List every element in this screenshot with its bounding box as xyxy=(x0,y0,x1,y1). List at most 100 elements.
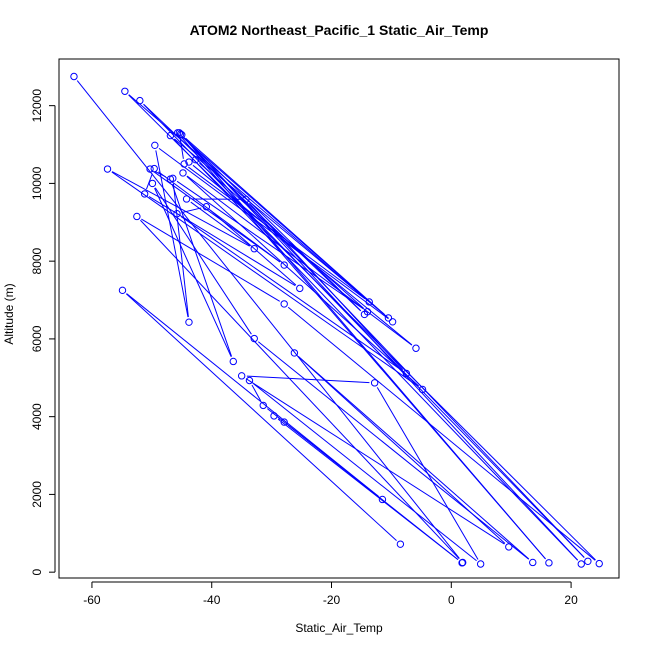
data-point xyxy=(237,372,246,380)
plot-frame xyxy=(58,58,620,579)
y-tick-label: 2000 xyxy=(30,481,44,508)
data-point xyxy=(191,155,200,164)
data-point xyxy=(136,96,144,105)
data-point xyxy=(140,190,149,198)
series-segment xyxy=(179,137,184,159)
data-point xyxy=(121,87,129,95)
series-segment xyxy=(277,418,459,561)
y-tick-label: 0 xyxy=(30,569,44,576)
series-segment xyxy=(190,201,251,247)
chart-title: ATOM2 Northeast_Pacific_1 Static_Air_Tem… xyxy=(190,22,489,38)
data-point xyxy=(173,129,182,137)
y-tick-label: 6000 xyxy=(30,325,44,352)
series-segment xyxy=(186,176,420,387)
series-segment xyxy=(172,183,189,318)
y-axis-label: Altitude (m) xyxy=(2,283,16,344)
series-segment xyxy=(111,171,419,387)
data-point xyxy=(118,286,127,295)
data-point xyxy=(173,210,181,218)
series-segment xyxy=(192,164,413,346)
x-tick-label: 20 xyxy=(564,593,578,607)
series-segment xyxy=(249,202,404,371)
data-point xyxy=(476,560,485,568)
series-segment xyxy=(158,148,389,320)
data-point xyxy=(185,318,193,326)
series-segment xyxy=(171,183,233,357)
data-point xyxy=(388,318,397,326)
series-segment xyxy=(278,418,281,420)
data-point xyxy=(545,559,553,567)
series-segment xyxy=(176,180,364,310)
series-segment xyxy=(251,384,262,402)
data-point xyxy=(280,300,288,308)
series-segment xyxy=(245,378,505,545)
data-point xyxy=(259,401,267,410)
x-tick-label: -40 xyxy=(203,593,221,607)
series-segment xyxy=(125,293,397,542)
data-point xyxy=(418,385,427,394)
data-point xyxy=(250,334,258,343)
data-point xyxy=(270,412,278,420)
series-segment xyxy=(155,150,189,318)
x-tick-label: -60 xyxy=(83,593,101,607)
series-segment xyxy=(186,175,413,346)
series-segment xyxy=(126,293,379,497)
data-point xyxy=(584,557,592,565)
data-point xyxy=(365,298,373,306)
y-tick-label: 10000 xyxy=(30,166,44,200)
data-point xyxy=(577,560,585,568)
series-segment xyxy=(140,219,460,560)
series-segment xyxy=(181,135,390,319)
data-point xyxy=(505,543,513,551)
series-segment xyxy=(153,171,281,263)
y-tick-label: 8000 xyxy=(30,247,44,274)
data-point xyxy=(402,369,411,378)
series-segment xyxy=(154,170,166,178)
data-point xyxy=(396,540,405,548)
data-point xyxy=(185,158,193,166)
series-segment xyxy=(257,341,530,560)
series-segment xyxy=(141,218,280,302)
plot-area xyxy=(70,72,603,568)
series-segment xyxy=(174,138,385,315)
data-point xyxy=(180,160,188,168)
y-tick-label: 12000 xyxy=(30,89,44,123)
data-point xyxy=(290,349,299,357)
series-segment xyxy=(181,207,202,214)
data-point xyxy=(166,175,175,183)
data-point xyxy=(242,195,250,204)
x-tick-label: -20 xyxy=(323,593,341,607)
data-point xyxy=(363,307,372,316)
data-point xyxy=(245,376,254,385)
data-point xyxy=(146,165,154,173)
data-point xyxy=(179,169,187,177)
axes: -60 -40 -20 0 20 0 2000 4000 6000 8000 10000 12000 xyxy=(30,58,620,607)
series-segment xyxy=(158,171,281,263)
data-point xyxy=(250,245,258,253)
data-point xyxy=(70,72,78,81)
series-segment xyxy=(180,216,403,371)
series-segment xyxy=(287,306,596,561)
series-segment xyxy=(183,137,362,312)
series-segment xyxy=(173,138,579,561)
series-segment xyxy=(154,187,252,335)
series-segment xyxy=(297,355,530,560)
series-segment xyxy=(154,187,232,357)
series-segment xyxy=(143,103,362,312)
series-segment xyxy=(297,356,506,544)
data-point xyxy=(148,179,157,188)
data-point xyxy=(595,559,603,568)
data-point xyxy=(166,131,175,140)
data-point xyxy=(378,495,387,504)
data-point xyxy=(133,212,141,221)
x-axis-label: Static_Air_Temp xyxy=(295,621,383,635)
series-segment xyxy=(76,80,460,559)
data-point xyxy=(202,203,211,211)
y-tick-label: 4000 xyxy=(30,403,44,430)
data-point xyxy=(458,559,466,567)
data-point xyxy=(182,195,191,203)
data-point xyxy=(178,131,186,139)
data-point xyxy=(280,418,288,426)
data-point xyxy=(103,165,112,173)
